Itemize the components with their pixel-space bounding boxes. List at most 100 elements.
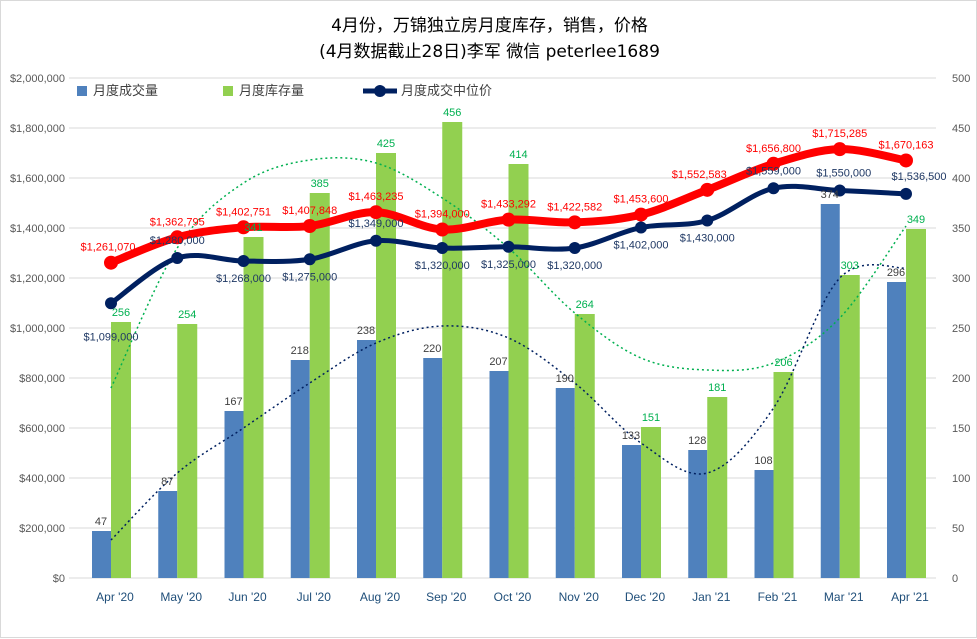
inventory-data-label: 256 <box>112 307 130 319</box>
sales-data-label: 218 <box>291 345 309 357</box>
price-red-data-label: $1,656,800 <box>746 143 801 155</box>
inventory-data-label: 254 <box>178 309 196 321</box>
price-red-data-label: $1,394,000 <box>415 209 470 221</box>
median-price-point <box>370 234 382 247</box>
median-price-data-label: $1,268,000 <box>216 273 271 285</box>
inventory-data-label: 385 <box>311 178 329 190</box>
inventory-bar <box>309 193 330 578</box>
sales-bar <box>489 371 509 578</box>
inventory-bar <box>442 122 463 578</box>
sales-data-label: 296 <box>887 267 905 279</box>
price-red-data-label: $1,407,848 <box>282 205 337 217</box>
inventory-data-label: 181 <box>708 382 726 394</box>
left-axis-tick-label: $1,200,000 <box>10 273 65 285</box>
price-red-data-label: $1,362,795 <box>150 216 205 228</box>
right-axis-tick-label: 50 <box>952 523 964 535</box>
inventory-bar <box>773 372 794 578</box>
x-axis-tick-label: Aug '20 <box>360 590 401 604</box>
left-axis-tick-label: $0 <box>53 573 65 585</box>
median-price-data-label: $1,550,000 <box>816 168 871 180</box>
right-axis-tick-label: 250 <box>952 323 970 335</box>
x-axis-tick-label: May '20 <box>160 590 202 604</box>
sales-data-label: 47 <box>95 516 107 528</box>
inventory-data-label: 456 <box>443 107 461 119</box>
median-price-data-label: $1,320,000 <box>547 260 602 272</box>
inventory-bar <box>111 322 131 578</box>
median-price-point <box>767 182 780 195</box>
right-axis-tick-label: 300 <box>952 273 970 285</box>
price-red-point <box>302 219 317 234</box>
median-price-point <box>237 255 250 267</box>
left-axis-tick-label: $400,000 <box>19 473 65 485</box>
median-price-data-label: $1,349,000 <box>348 218 403 230</box>
sales-bar <box>820 204 840 578</box>
sales-bar <box>290 360 310 578</box>
x-axis-tick-label: Sep '20 <box>426 590 467 604</box>
sales-bar <box>555 388 575 578</box>
sales-data-label: 374 <box>821 189 839 201</box>
price-red-point <box>832 142 847 157</box>
x-axis-tick-label: Mar '21 <box>824 590 864 604</box>
median-price-data-label: $1,430,000 <box>680 233 735 245</box>
price-red-point <box>766 156 781 171</box>
inventory-bar <box>508 164 529 578</box>
sales-bar <box>688 450 708 578</box>
median-price-data-label: $1,275,000 <box>282 271 337 283</box>
sales-data-label: 207 <box>489 356 507 368</box>
sales-bar <box>754 470 774 578</box>
price-red-data-label: $1,463,235 <box>348 191 403 203</box>
legend-median-marker <box>374 85 386 97</box>
x-axis-tick-label: Jan '21 <box>692 590 731 604</box>
right-axis-tick-label: 450 <box>952 123 970 135</box>
median-price-point <box>436 242 449 254</box>
x-axis-tick-label: Nov '20 <box>559 590 600 604</box>
left-axis-tick-label: $1,600,000 <box>10 173 65 185</box>
price-red-data-label: $1,402,751 <box>216 206 271 218</box>
right-axis-tick-label: 400 <box>952 173 970 185</box>
median-price-data-label: $1,325,000 <box>481 259 536 271</box>
price-red-point <box>104 255 118 270</box>
median-price-point <box>502 240 515 253</box>
sales-data-label: 220 <box>423 343 441 355</box>
price-red-point <box>501 212 516 227</box>
inventory-data-label: 303 <box>841 260 859 272</box>
price-red-data-label: $1,433,292 <box>481 199 536 211</box>
price-red-point <box>899 153 913 168</box>
median-price-point <box>701 214 714 227</box>
left-axis-tick-label: $800,000 <box>19 373 65 385</box>
inventory-bar <box>574 314 595 578</box>
price-red-data-label: $1,453,600 <box>613 194 668 206</box>
inventory-bar <box>906 229 926 578</box>
sales-data-label: 128 <box>688 435 706 447</box>
median-price-point <box>303 253 316 266</box>
sales-bar <box>887 282 906 578</box>
right-axis-tick-label: 200 <box>952 373 970 385</box>
sales-bar <box>357 340 376 578</box>
sales-data-label: 238 <box>357 325 375 337</box>
median-price-point <box>105 297 117 310</box>
right-axis-tick-label: 350 <box>952 223 970 235</box>
price-red-data-label: $1,261,070 <box>80 242 135 254</box>
x-axis-tick-label: Jun '20 <box>228 590 267 604</box>
x-axis-tick-label: Apr '20 <box>96 590 134 604</box>
median-price-point <box>568 242 581 254</box>
x-axis-tick-label: Oct '20 <box>494 590 532 604</box>
right-axis-tick-label: 0 <box>952 573 958 585</box>
inventory-data-label: 206 <box>774 357 792 369</box>
legend-sales-swatch <box>77 86 87 96</box>
inventory-data-label: 349 <box>907 214 925 226</box>
chart-title: 4月份，万锦独立房月度库存，销售，价格 <box>331 16 648 36</box>
price-red-data-label: $1,422,582 <box>547 201 602 213</box>
inventory-data-label: 264 <box>576 299 594 311</box>
sales-bar <box>158 491 178 578</box>
median-price-data-label: $1,099,000 <box>83 331 138 343</box>
median-price-point <box>900 187 912 200</box>
median-price-point <box>171 252 184 264</box>
price-red-point <box>567 215 582 230</box>
x-axis-tick-label: Apr '21 <box>891 590 929 604</box>
inventory-bar <box>177 324 198 578</box>
sales-data-label: 190 <box>556 373 574 385</box>
sales-trendline <box>110 264 907 541</box>
inventory-bar <box>839 275 860 578</box>
